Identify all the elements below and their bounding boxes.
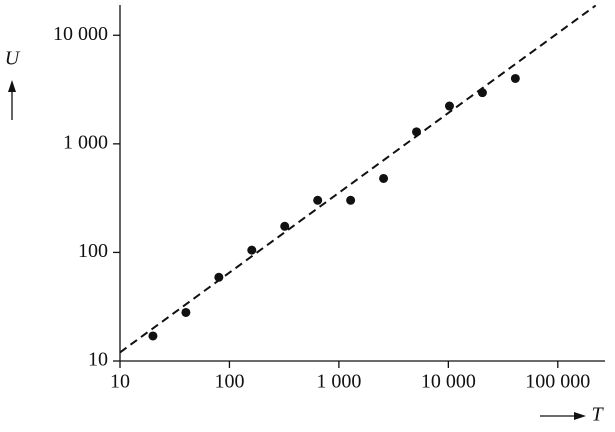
x-tick-label: 100: [214, 371, 244, 393]
data-point: [214, 272, 224, 282]
y-tick-label: 1 000: [63, 131, 108, 153]
data-point: [148, 331, 158, 341]
data-point: [444, 101, 454, 111]
trend-line: [119, 4, 597, 354]
y-axis-label: U: [5, 48, 21, 70]
data-point: [412, 127, 422, 137]
x-tick-label: 100 000: [525, 371, 590, 393]
y-tick-label: 10 000: [53, 23, 108, 45]
y-arrow: [8, 80, 16, 120]
y-tick-label: 10: [88, 349, 108, 371]
data-point: [477, 88, 487, 98]
x-tick-label: 1 000: [316, 371, 361, 393]
x-axis-label: T: [591, 404, 604, 426]
data-point: [247, 245, 257, 255]
data-point: [313, 195, 323, 205]
data-point: [280, 221, 290, 231]
data-point: [379, 173, 389, 183]
x-tick-label: 10: [110, 371, 130, 393]
data-point: [510, 73, 520, 83]
x-tick-label: 10 000: [421, 371, 476, 393]
data-point: [346, 195, 356, 205]
x-arrow: [540, 412, 586, 420]
y-tick-label: 100: [78, 240, 108, 262]
data-point: [181, 307, 191, 317]
